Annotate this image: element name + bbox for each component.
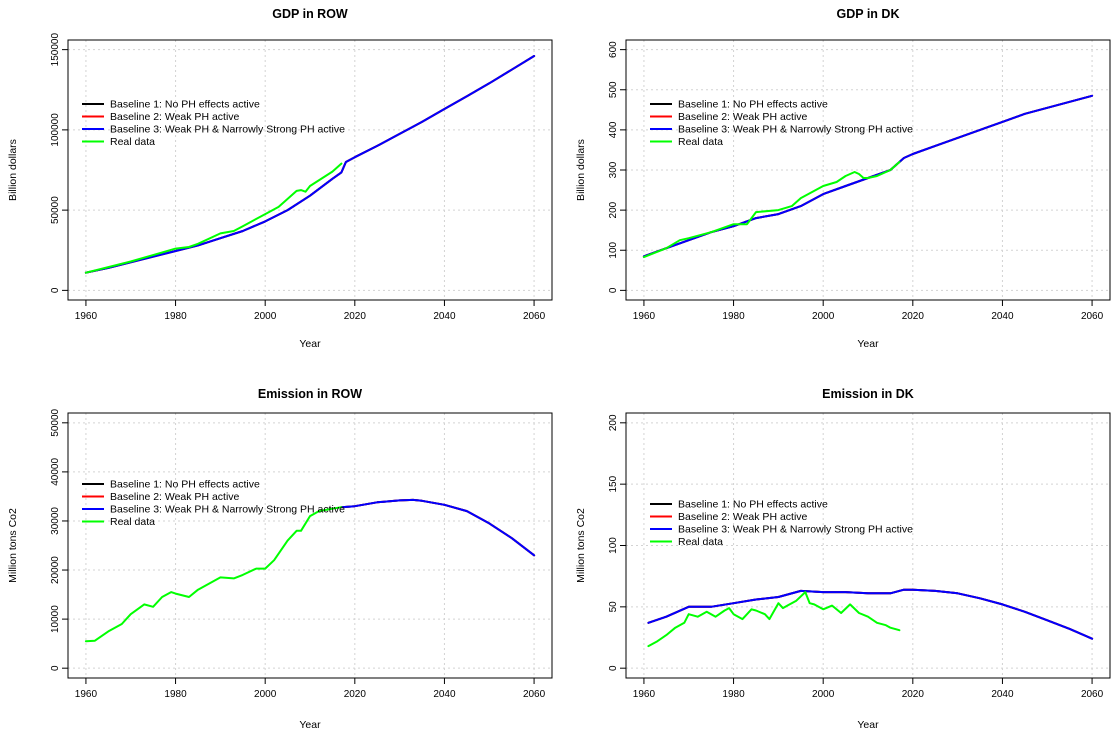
- x-tick-label: 2060: [523, 689, 546, 700]
- plot-frame: [67, 39, 553, 301]
- legend: Baseline 1: No PH effects activeBaseline…: [82, 99, 345, 148]
- y-tick-label: 50: [608, 601, 619, 613]
- y-tick-label: 500: [608, 81, 619, 98]
- x-tick-label: 2000: [812, 689, 835, 700]
- y-tick-label: 100: [608, 241, 619, 258]
- x-tick-label: 2020: [344, 689, 367, 700]
- x-tick-label: 2000: [812, 311, 835, 322]
- x-tick-label: 2040: [433, 689, 456, 700]
- legend: Baseline 1: No PH effects activeBaseline…: [82, 479, 345, 528]
- y-tick-label: 0: [50, 665, 61, 671]
- y-axis-label: Billion dollars: [575, 139, 587, 201]
- chart-title: GDP in DK: [837, 7, 900, 21]
- legend-label: Baseline 1: No PH effects active: [678, 499, 828, 511]
- y-tick-label: 0: [608, 287, 619, 293]
- series-line-4: [647, 591, 901, 648]
- series-line-2: [340, 498, 536, 557]
- x-axis-label: Year: [299, 719, 321, 731]
- series-line-1: [647, 588, 1094, 640]
- y-axis-label: Million tons Co2: [575, 508, 587, 583]
- x-tick-label: 2000: [254, 311, 277, 322]
- legend-label: Baseline 3: Weak PH & Narrowly Strong PH…: [678, 524, 913, 536]
- plot-frame: [67, 412, 553, 679]
- y-tick-label: 150: [608, 475, 619, 492]
- x-tick-label: 2020: [902, 689, 925, 700]
- y-tick-label: 100: [608, 537, 619, 554]
- legend-label: Baseline 2: Weak PH active: [678, 511, 808, 523]
- x-tick-label: 1960: [633, 311, 656, 322]
- y-tick-label: 200: [608, 414, 619, 431]
- legend: Baseline 1: No PH effects activeBaseline…: [650, 99, 913, 148]
- legend-label: Real data: [678, 136, 723, 148]
- legend-label: Baseline 2: Weak PH active: [110, 491, 240, 503]
- legend-label: Baseline 2: Weak PH active: [110, 111, 240, 123]
- y-tick-label: 600: [608, 41, 619, 58]
- chart-panel-2: 1960 1980 2000 2020 2040 2060 0 100 200 300 400 500…: [575, 7, 1111, 350]
- legend-label: Baseline 1: No PH effects active: [110, 479, 260, 491]
- chart-panel-3: 1960 1980 2000 2020 2040 2060 0 10000 20000 30000…: [7, 387, 553, 731]
- x-tick-label: 2040: [991, 689, 1014, 700]
- y-tick-label: 10000: [50, 605, 61, 633]
- y-tick-label: 50000: [50, 196, 61, 224]
- legend: Baseline 1: No PH effects activeBaseline…: [650, 499, 913, 548]
- x-tick-label: 2020: [344, 311, 367, 322]
- y-tick-label: 0: [608, 665, 619, 671]
- series-line-3: [647, 588, 1094, 640]
- x-axis-label: Year: [857, 719, 879, 731]
- y-tick-label: 30000: [50, 507, 61, 535]
- y-axis-label: Billion dollars: [7, 139, 19, 201]
- x-tick-label: 2040: [991, 311, 1014, 322]
- y-tick-label: 20000: [50, 556, 61, 584]
- legend-label: Real data: [110, 516, 155, 528]
- x-tick-label: 2060: [1081, 689, 1104, 700]
- y-tick-label: 300: [608, 161, 619, 178]
- legend-label: Baseline 2: Weak PH active: [678, 111, 808, 123]
- series-line-4: [642, 161, 901, 259]
- legend-label: Baseline 3: Weak PH & Narrowly Strong PH…: [110, 124, 345, 136]
- x-tick-label: 1960: [75, 689, 98, 700]
- chart-title: Emission in ROW: [258, 387, 362, 401]
- series-line-2: [647, 588, 1094, 640]
- y-tick-label: 40000: [50, 458, 61, 486]
- y-tick-label: 400: [608, 121, 619, 138]
- x-tick-label: 2020: [902, 311, 925, 322]
- series-line-3: [340, 498, 536, 557]
- y-tick-label: 50000: [50, 408, 61, 436]
- chart-panel-1: 1960 1980 2000 2020 2040 2060 0 50000 100000 1500…: [7, 7, 553, 350]
- x-tick-label: 2060: [523, 311, 546, 322]
- chart-title: GDP in ROW: [272, 7, 348, 21]
- legend-label: Baseline 1: No PH effects active: [678, 99, 828, 111]
- chart-panel-4: 1960 1980 2000 2020 2040 2060 0 50 100 150 200 Emis…: [575, 387, 1111, 731]
- legend-label: Baseline 1: No PH effects active: [110, 99, 260, 111]
- y-tick-label: 100000: [50, 113, 61, 147]
- x-tick-label: 1980: [722, 311, 745, 322]
- x-tick-label: 2000: [254, 689, 277, 700]
- x-tick-label: 1980: [164, 689, 187, 700]
- x-tick-label: 2040: [433, 311, 456, 322]
- series-line-1: [84, 55, 536, 274]
- legend-label: Baseline 3: Weak PH & Narrowly Strong PH…: [110, 504, 345, 516]
- y-tick-label: 0: [50, 287, 61, 293]
- chart-title: Emission in DK: [822, 387, 914, 401]
- x-tick-label: 1980: [722, 689, 745, 700]
- series-line-4: [84, 162, 343, 274]
- y-tick-label: 150000: [50, 33, 61, 67]
- x-tick-label: 1960: [75, 311, 98, 322]
- series-line-4: [84, 506, 343, 643]
- legend-label: Baseline 3: Weak PH & Narrowly Strong PH…: [678, 124, 913, 136]
- legend-label: Real data: [110, 136, 155, 148]
- x-tick-label: 1960: [633, 689, 656, 700]
- x-axis-label: Year: [857, 338, 879, 350]
- series-line-3: [84, 55, 536, 274]
- x-tick-label: 2060: [1081, 311, 1104, 322]
- series-line-1: [340, 498, 536, 557]
- y-axis-label: Million tons Co2: [7, 508, 19, 583]
- legend-label: Real data: [678, 536, 723, 548]
- x-tick-label: 1980: [164, 311, 187, 322]
- y-tick-label: 200: [608, 201, 619, 218]
- x-axis-label: Year: [299, 338, 321, 350]
- series-line-2: [84, 55, 536, 274]
